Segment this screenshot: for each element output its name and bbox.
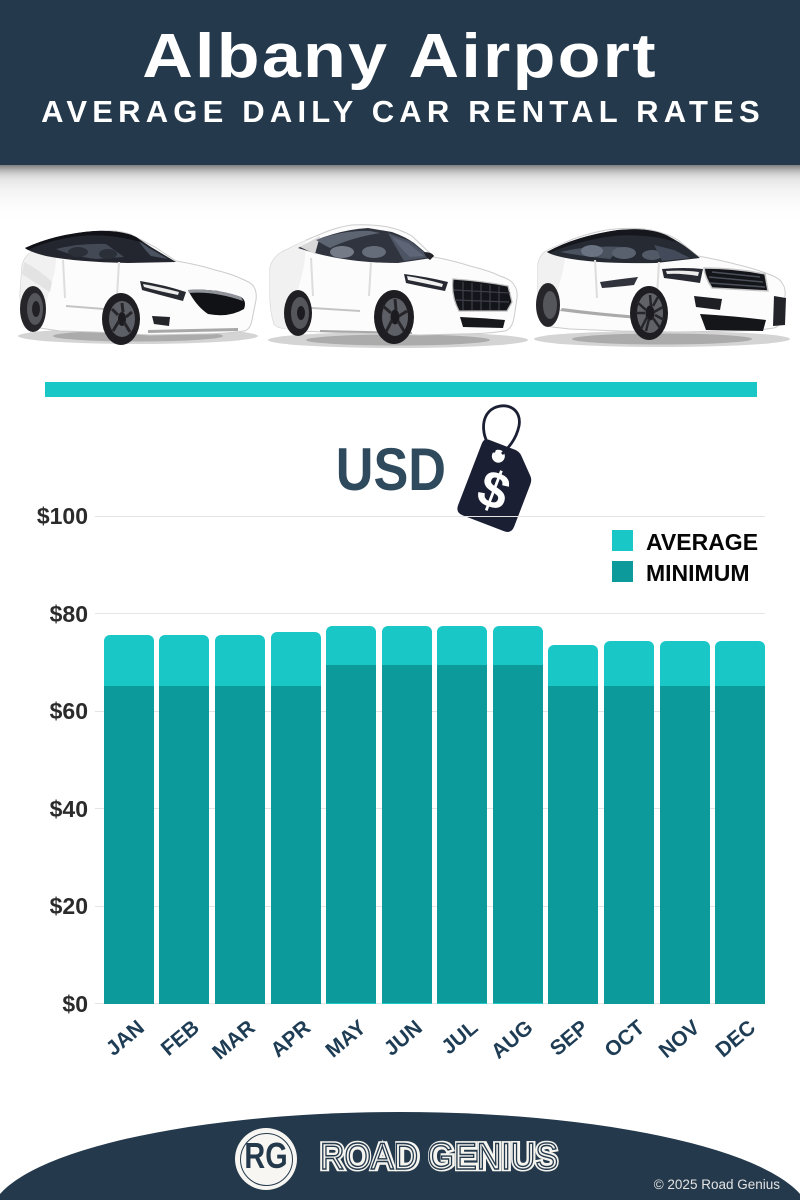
svg-text:ROAD GENIUS: ROAD GENIUS bbox=[320, 1136, 558, 1177]
svg-text:ROAD GENIUS: ROAD GENIUS bbox=[320, 1136, 558, 1177]
